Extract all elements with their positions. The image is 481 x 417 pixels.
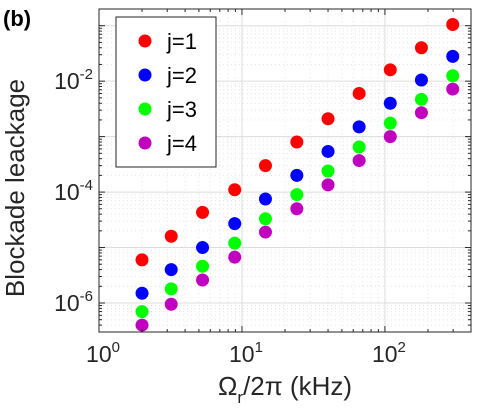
data-point-j4-4	[228, 250, 242, 264]
y-tick-label: 10-2	[54, 66, 93, 94]
legend-marker-j1	[138, 34, 152, 48]
data-point-j2-9	[383, 96, 397, 110]
data-point-j1-11	[446, 18, 460, 32]
data-point-j3-1	[135, 305, 149, 319]
data-point-j2-7	[321, 144, 335, 158]
x-tick-label: 102	[372, 339, 406, 367]
data-point-j4-8	[352, 154, 366, 168]
data-point-j4-7	[321, 178, 335, 192]
y-tick-label: 10-4	[54, 177, 93, 205]
data-points	[135, 18, 460, 332]
data-point-j1-6	[290, 135, 304, 149]
data-point-j3-5	[258, 212, 272, 226]
data-point-j3-10	[414, 92, 428, 106]
data-point-j2-6	[290, 168, 304, 182]
tick-labels: 100 101 102 10-6 10-4 10-2	[54, 66, 406, 367]
data-point-j1-1	[135, 253, 149, 267]
data-point-j3-2	[164, 282, 178, 296]
data-point-j1-8	[352, 86, 366, 100]
data-point-j3-4	[228, 236, 242, 250]
data-point-j1-4	[228, 183, 242, 197]
data-point-j4-2	[164, 297, 178, 311]
legend-marker-j2	[138, 68, 152, 82]
data-point-j3-7	[321, 164, 335, 178]
data-point-j2-3	[196, 241, 210, 255]
legend-label-j4: j=4	[166, 131, 197, 156]
legend-marker-j4	[138, 136, 152, 150]
data-point-j2-5	[258, 192, 272, 206]
data-point-j2-2	[164, 263, 178, 277]
data-point-j3-8	[352, 140, 366, 154]
data-point-j2-8	[352, 120, 366, 134]
y-tick-label: 10-6	[54, 288, 93, 316]
legend: j=1 j=2 j=3 j=4	[115, 16, 217, 168]
legend-box	[115, 16, 217, 168]
axis-ticks	[98, 8, 472, 333]
data-point-j1-3	[196, 205, 210, 219]
panel-label: (b)	[3, 6, 31, 31]
legend-marker-j3	[138, 102, 152, 116]
data-point-j1-2	[164, 229, 178, 243]
data-point-j2-11	[446, 49, 460, 63]
data-point-j4-1	[135, 318, 149, 332]
data-point-j2-4	[228, 217, 242, 231]
data-point-j4-11	[446, 82, 460, 96]
data-point-j4-6	[290, 202, 304, 216]
data-point-j1-9	[383, 63, 397, 77]
y-axis-label: Blockade leackage	[0, 79, 30, 297]
data-point-j1-5	[258, 159, 272, 173]
data-point-j4-9	[383, 130, 397, 144]
data-point-j3-9	[383, 116, 397, 130]
x-axis-label: Ωr/2π (kHz)	[218, 371, 352, 407]
data-point-j4-5	[258, 225, 272, 239]
data-point-j2-10	[414, 73, 428, 87]
data-point-j3-3	[196, 259, 210, 273]
data-point-j4-10	[414, 106, 428, 120]
x-tick-label: 101	[229, 339, 263, 367]
legend-label-j3: j=3	[166, 97, 197, 122]
data-point-j3-6	[290, 188, 304, 202]
data-point-j1-10	[414, 41, 428, 55]
legend-label-j1: j=1	[166, 29, 197, 54]
data-point-j2-1	[135, 286, 149, 300]
data-point-j1-7	[321, 112, 335, 126]
data-point-j4-3	[196, 273, 210, 287]
x-tick-label: 100	[86, 339, 120, 367]
legend-label-j2: j=2	[166, 63, 197, 88]
data-point-j3-11	[446, 69, 460, 83]
